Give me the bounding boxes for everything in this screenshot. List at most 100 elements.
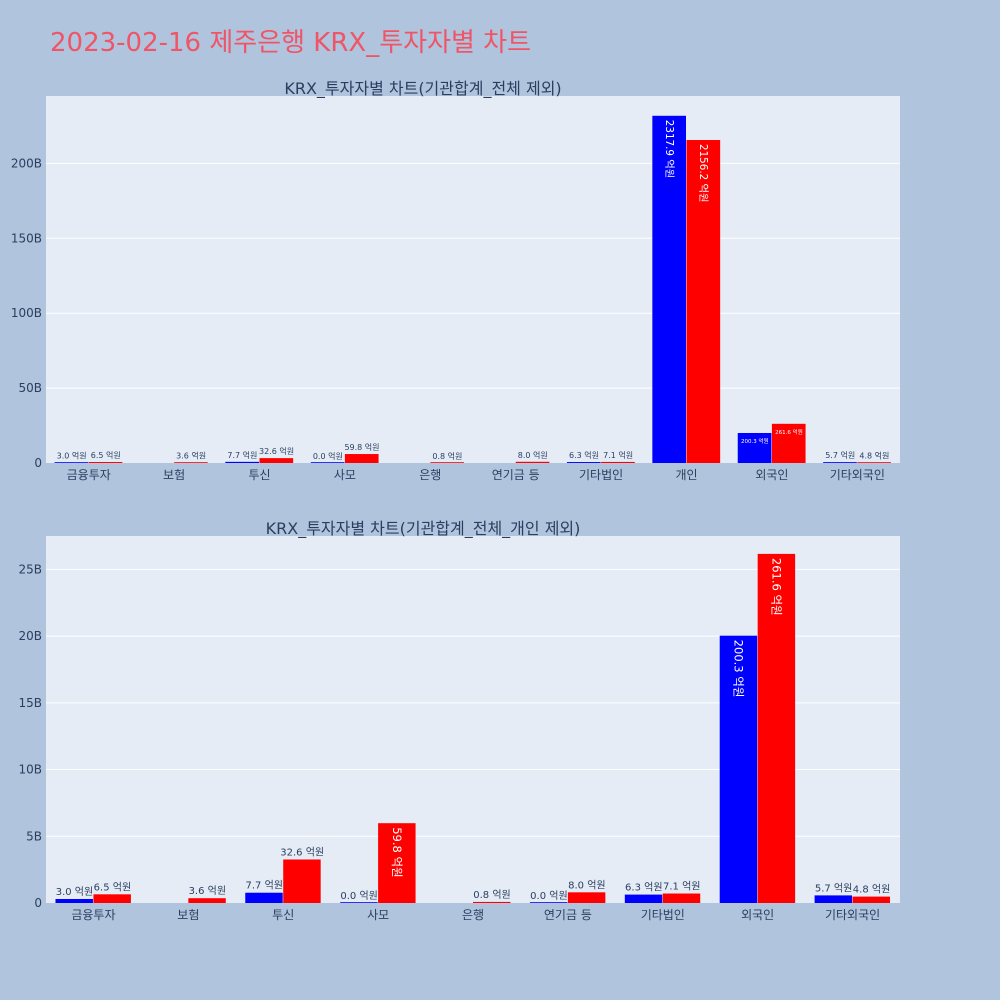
bar-value-label: 3.6 억원	[189, 885, 226, 897]
x-tick-label: 기타외국인	[830, 468, 885, 482]
bar-value-label: 8.0 억원	[518, 450, 548, 460]
x-tick-label: 기타법인	[579, 468, 623, 482]
bar-value-label: 7.1 억원	[663, 881, 700, 893]
bar-sell	[93, 894, 131, 903]
bar-value-label: 2317.9 억원	[663, 120, 675, 179]
bar-sell	[567, 892, 606, 903]
bar-value-label: 2156.2 억원	[697, 144, 709, 203]
bar-value-label: 0.8 억원	[432, 451, 462, 461]
bar-value-label: 32.6 억원	[280, 846, 324, 858]
y-tick-label: 10B	[18, 763, 42, 777]
bar-value-label: 200.3 억원	[732, 640, 746, 698]
x-tick-label: 연기금 등	[544, 908, 592, 922]
x-tick-label: 금융투자	[67, 468, 111, 482]
bar-sell	[259, 458, 294, 463]
x-tick-label: 사모	[367, 908, 389, 922]
bar-value-label: 5.7 억원	[815, 882, 852, 894]
bar-sell	[188, 898, 226, 903]
bar-value-label: 6.5 억원	[91, 450, 121, 460]
bar-buy	[340, 902, 378, 903]
bar-buy	[54, 462, 89, 463]
bar-buy	[652, 115, 686, 464]
bar-buy	[624, 894, 663, 903]
y-tick-label: 150B	[11, 231, 42, 245]
bar-buy	[814, 895, 853, 903]
x-tick-label: 보험	[163, 468, 185, 482]
chart-bottom: KRX_투자자별 차트(기관합계_전체_개인 제외) 0 5B 10B 15B 20B 25…	[18, 519, 900, 922]
y-tick-label: 50B	[18, 381, 42, 395]
bar-value-label: 200.3 억원	[741, 437, 769, 445]
x-tick-label: 투신	[272, 908, 294, 922]
bar-value-label: 32.6 억원	[259, 446, 294, 456]
bar-value-label: 8.0 억원	[568, 879, 605, 891]
plot-area	[46, 96, 900, 463]
y-tick-label: 200B	[11, 156, 42, 170]
bar-buy	[55, 898, 93, 903]
bar-value-label: 4.8 억원	[859, 450, 889, 460]
x-tick-label: 연기금 등	[492, 468, 540, 482]
bar-value-label: 7.1 억원	[603, 450, 633, 460]
bar-sell	[344, 454, 379, 463]
x-tick-label: 보험	[177, 908, 199, 922]
bar-sell	[852, 896, 891, 903]
bar-value-label: 6.3 억원	[569, 450, 599, 460]
bar-value-label: 0.0 억원	[313, 451, 343, 461]
bar-sell	[857, 462, 891, 463]
bar-value-label: 5.7 억원	[825, 450, 855, 460]
bar-value-label: 0.0 억원	[530, 890, 567, 902]
bar-sell	[771, 423, 806, 463]
chart-top: KRX_투자자별 차트(기관합계_전체 제외) 0 50B 100B 150B 200B 금…	[11, 79, 900, 482]
x-tick-label: 은행	[462, 907, 484, 922]
x-tick-label: 투신	[248, 468, 270, 482]
y-tick-label: 0	[34, 896, 42, 910]
x-tick-label: 외국인	[755, 468, 788, 482]
x-tick-label: 개인	[675, 468, 697, 482]
x-tick-label: 기타외국인	[825, 908, 880, 922]
bar-sell	[88, 462, 123, 463]
y-tick-label: 25B	[18, 562, 42, 576]
bar-buy	[529, 902, 568, 903]
bar-value-label: 59.8 억원	[344, 442, 379, 452]
bar-value-label: 3.0 억원	[56, 886, 93, 898]
bar-sell	[662, 893, 701, 903]
bar-value-label: 261.6 억원	[770, 558, 784, 616]
x-tick-label: 기타법인	[641, 908, 685, 922]
x-tick-label: 사모	[334, 468, 356, 482]
y-tick-label: 5B	[26, 829, 42, 843]
bar-sell	[686, 140, 721, 463]
bar-sell	[174, 462, 208, 463]
bar-buy	[310, 462, 345, 463]
x-tick-label: 외국인	[741, 908, 774, 922]
y-tick-label: 20B	[18, 629, 42, 643]
bar-sell	[430, 462, 464, 463]
bar-buy	[737, 432, 772, 463]
bar-value-label: 59.8 억원	[390, 827, 404, 877]
y-tick-label: 15B	[18, 696, 42, 710]
page-title: 2023-02-16 제주은행 KRX_투자자별 차트	[50, 28, 532, 58]
bar-sell	[378, 823, 416, 903]
bar-buy	[245, 892, 283, 903]
bar-value-label: 0.8 억원	[473, 889, 510, 901]
bar-value-label: 7.7 억원	[246, 880, 283, 892]
chart-title: KRX_투자자별 차트(기관합계_전체_개인 제외)	[266, 519, 581, 539]
bar-buy	[719, 635, 758, 903]
bar-sell	[515, 461, 550, 463]
bar-sell	[757, 553, 796, 903]
bar-buy	[823, 462, 857, 463]
bar-sell	[473, 901, 511, 903]
chart-title: KRX_투자자별 차트(기관합계_전체 제외)	[284, 79, 561, 99]
x-tick-label: 은행	[419, 467, 441, 482]
bar-value-label: 4.8 억원	[853, 884, 890, 896]
bar-buy	[566, 462, 601, 463]
y-tick-label: 0	[34, 456, 42, 470]
bar-sell	[283, 859, 321, 903]
bar-value-label: 6.3 억원	[625, 882, 662, 894]
bar-value-label: 3.0 억원	[57, 451, 87, 461]
bar-value-label: 0.0 억원	[340, 890, 377, 902]
bar-buy	[225, 461, 259, 463]
bar-value-label: 3.6 억원	[176, 450, 206, 460]
x-tick-label: 금융투자	[71, 908, 115, 922]
y-tick-label: 100B	[11, 306, 42, 320]
bar-value-label: 261.6 억원	[775, 428, 803, 436]
bar-sell	[601, 461, 635, 463]
